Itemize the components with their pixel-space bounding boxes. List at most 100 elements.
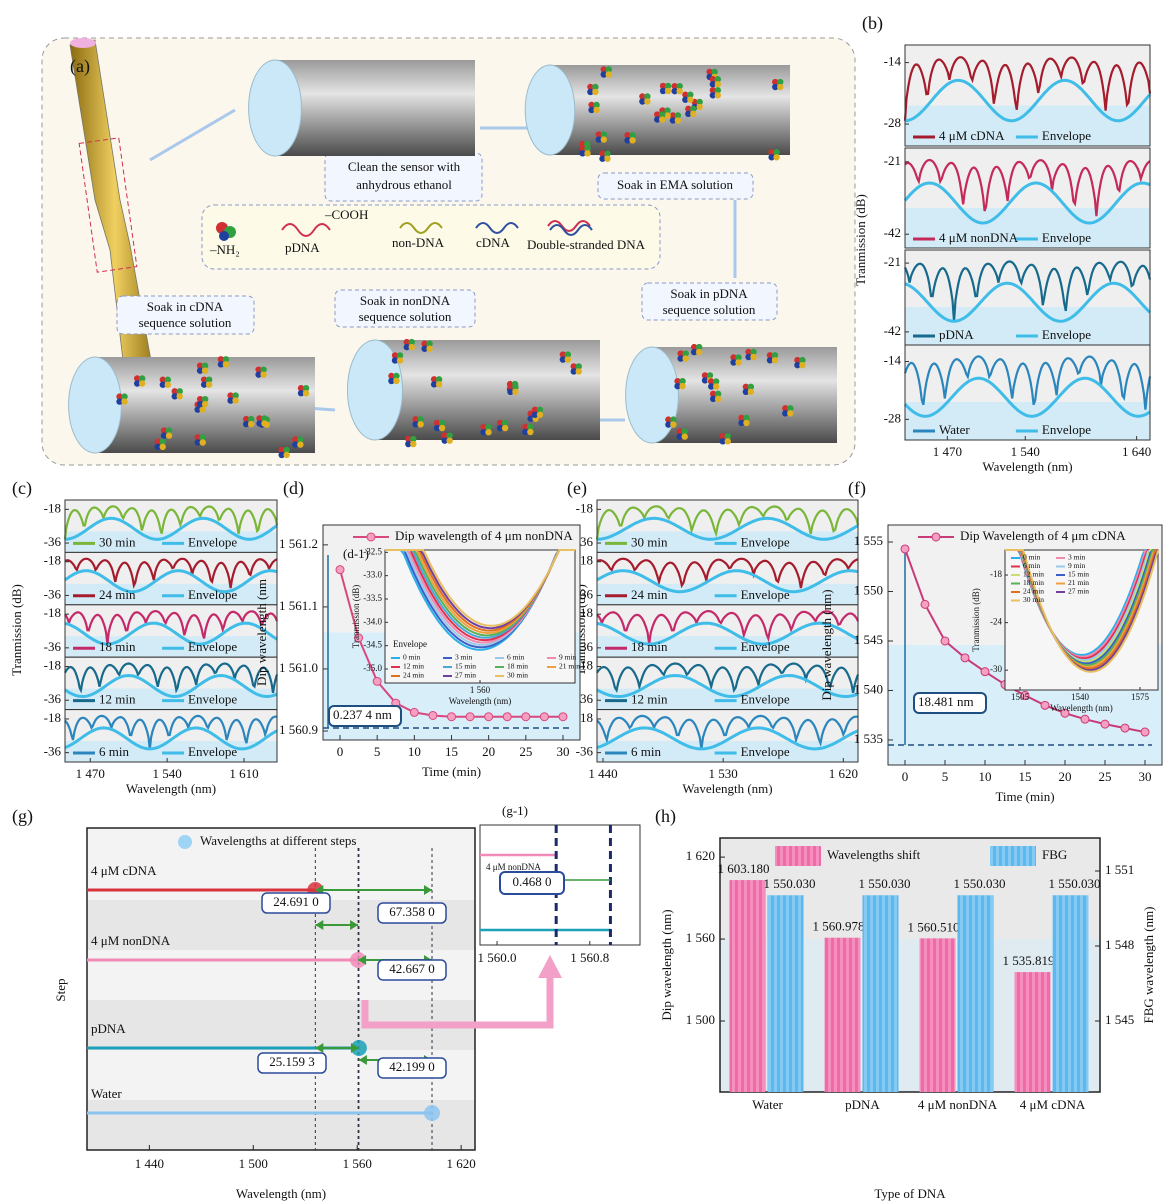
step-label: Water (91, 1086, 122, 1101)
inset-legend-text: 27 min (1068, 587, 1089, 596)
inset-y-tick-label: -32.5 (363, 546, 382, 556)
molecule (799, 362, 805, 368)
x-tick-label: 10 (979, 769, 992, 784)
value-label: 1 550.030 (764, 876, 816, 891)
legend-text: 4 μM nonDNA (939, 230, 1019, 245)
y-tick-label: -18 (44, 658, 61, 673)
value-label: 1 550.030 (954, 876, 1006, 891)
y-axis-label: Tranmission (dB) (9, 584, 24, 676)
step-text: sequence solution (359, 309, 452, 324)
y-tick-label: -14 (884, 353, 902, 368)
molecule (777, 84, 783, 90)
inset-legend-text: 18 min (507, 662, 528, 671)
x-tick-label: 4 μM cDNA (1020, 1097, 1086, 1112)
data-point (1141, 728, 1149, 736)
x-tick-label: 10 (408, 744, 421, 759)
molecule (410, 441, 416, 447)
molecule (664, 112, 670, 118)
y-tick-label: 1 561.2 (279, 536, 318, 551)
data-point (921, 600, 929, 608)
molecule (696, 104, 702, 110)
molecule (682, 433, 688, 439)
y-tick-label: -14 (884, 54, 902, 69)
y-tick-label: -18 (44, 500, 61, 515)
inset-y-tick-label: -35.0 (363, 663, 382, 673)
y-tick-label: -18 (44, 605, 61, 620)
y-tick-label: -42 (884, 225, 901, 240)
inset-legend-text: 24 min (403, 671, 424, 680)
molecule (206, 381, 212, 387)
plot-band (87, 1100, 475, 1150)
legend-marker (178, 835, 192, 849)
molecule (232, 397, 238, 403)
legend-hatch (990, 846, 1036, 866)
x-tick-label: 25 (519, 744, 532, 759)
data-point (522, 713, 530, 721)
legend-text: –NH₂ (209, 242, 240, 257)
molecule (604, 156, 610, 162)
molecule (160, 444, 166, 450)
x-tick-label: 1 620 (829, 766, 858, 781)
data-point (1081, 715, 1089, 723)
value-label: 1 535.819 (1003, 953, 1055, 968)
annotation: 0.237 4 nm (333, 707, 392, 722)
data-point (540, 713, 548, 721)
data-point (429, 711, 437, 719)
molecule (696, 349, 702, 355)
legend-text: Dip wavelength of 4 μm nonDNA (395, 528, 573, 543)
data-point (1041, 701, 1049, 709)
x-axis-label: Time (min) (422, 764, 481, 779)
x-tick-label: 20 (482, 744, 495, 759)
molecule (397, 357, 403, 363)
x-tick-label: 1 440 (135, 1156, 164, 1171)
bar-hatch (768, 895, 804, 1092)
y-tick-label: -28 (884, 115, 901, 130)
molecule (670, 421, 676, 427)
legend-text: Envelope (1042, 422, 1091, 437)
y-axis-label: Dip wavelength (nm) (819, 589, 834, 700)
molecule (713, 383, 719, 389)
molecule (260, 371, 266, 377)
legend-text: 12 min (99, 692, 136, 707)
x-tick-label: 20 (1059, 769, 1072, 784)
step-label: pDNA (91, 1021, 126, 1036)
data-point (485, 713, 493, 721)
legend-text: pDNA (285, 240, 320, 255)
x-axis-label: Wavelength (nm) (982, 459, 1072, 474)
molecule (592, 89, 598, 95)
annotation: 67.358 0 (389, 904, 435, 919)
inset-x-label: Wavelength (nm) (1050, 703, 1113, 713)
legend-text: –COOH (324, 207, 368, 222)
data-point (961, 654, 969, 662)
step-text: anhydrous ethanol (356, 177, 452, 192)
x-axis-label: Wavelength (nm) (682, 781, 772, 796)
step-text: Soak in nonDNA (360, 293, 451, 308)
legend-text: Envelope (188, 587, 237, 602)
inset-y-label: Tranmission (dB) (971, 588, 981, 651)
molecule (750, 354, 756, 360)
y-tick-label: -28 (884, 410, 901, 425)
inset-legend-text: 4 μM nonDNA (486, 862, 541, 872)
legend-text: Envelope (188, 534, 237, 549)
panel-label: (h) (655, 806, 676, 827)
inset-x-tick-label: 1575 (1131, 692, 1150, 702)
inset-x-tick-label: 1540 (1071, 692, 1090, 702)
legend-text: 24 min (99, 587, 136, 602)
panel-label: (e) (567, 478, 587, 499)
molecule (743, 420, 749, 426)
legend-text: 30 min (99, 534, 136, 549)
bar-hatch (1053, 895, 1089, 1092)
legend-marker (932, 533, 940, 541)
cylinder-body (275, 60, 475, 156)
inset-y-tick-label: -33.5 (363, 593, 382, 603)
molecule (682, 355, 688, 361)
x-tick-label: 1 500 (239, 1156, 268, 1171)
y-tick-label: -36 (44, 534, 62, 549)
y-tick-label: -36 (44, 691, 62, 706)
molecule (629, 137, 635, 143)
data-point (410, 708, 418, 716)
legend-text: Envelope (188, 692, 237, 707)
molecule (772, 357, 778, 363)
step-point (424, 1105, 440, 1121)
legend-text: Wavelengths shift (827, 847, 921, 862)
